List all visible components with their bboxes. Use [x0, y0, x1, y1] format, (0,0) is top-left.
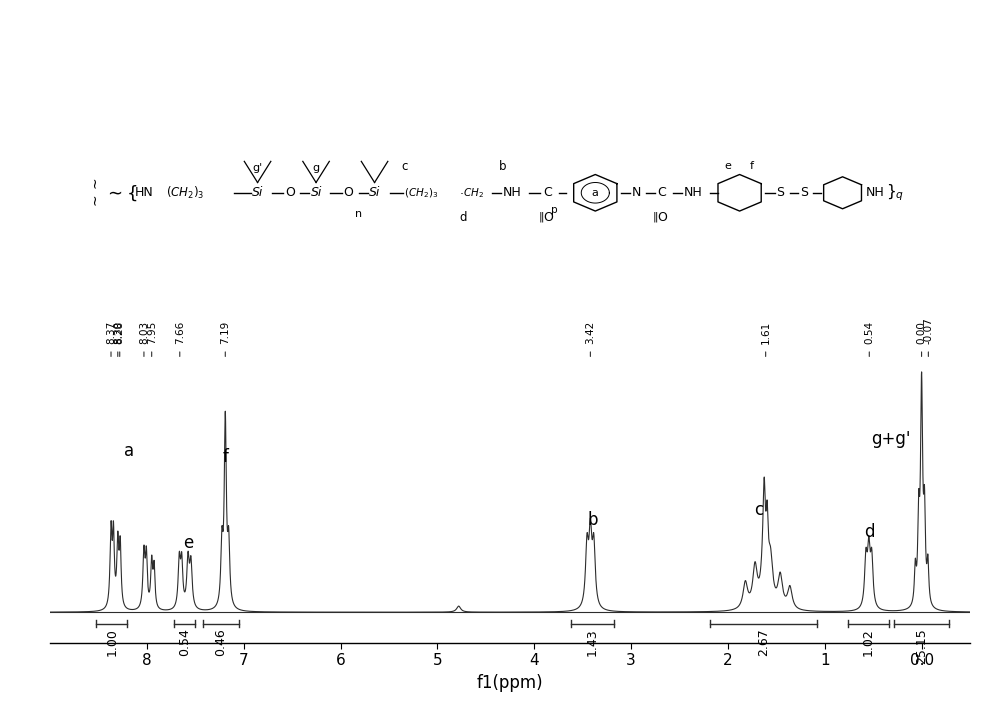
- Text: $\sim\{$: $\sim\{$: [104, 183, 137, 203]
- Text: C: C: [657, 186, 666, 199]
- Text: p: p: [551, 206, 557, 216]
- Text: g: g: [312, 163, 320, 173]
- Text: O: O: [543, 211, 553, 224]
- Text: NH: NH: [502, 186, 521, 199]
- Text: d: d: [864, 523, 875, 541]
- Text: 8.28: 8.28: [115, 321, 125, 344]
- X-axis label: f1(ppm): f1(ppm): [477, 673, 543, 692]
- Text: O: O: [285, 186, 295, 199]
- Text: f: f: [222, 448, 228, 466]
- Text: S: S: [776, 186, 784, 199]
- Text: 8.37: 8.37: [106, 321, 116, 344]
- Text: 1.00: 1.00: [105, 628, 118, 656]
- Text: f: f: [749, 161, 753, 171]
- Text: 3.42: 3.42: [585, 321, 595, 344]
- Text: Si: Si: [369, 186, 380, 199]
- Text: 0.46: 0.46: [214, 628, 227, 656]
- Text: 7.66: 7.66: [175, 321, 185, 344]
- Text: b: b: [587, 511, 598, 529]
- Text: 0.54: 0.54: [864, 321, 874, 344]
- Text: HN: HN: [135, 186, 154, 199]
- Text: 1.43: 1.43: [586, 628, 599, 655]
- Text: ‖: ‖: [652, 211, 658, 221]
- Text: $(CH_2)_3$: $(CH_2)_3$: [166, 185, 205, 201]
- Text: a: a: [124, 443, 134, 461]
- Text: 7.19: 7.19: [220, 321, 230, 344]
- Text: $\}_q$: $\}_q$: [886, 183, 904, 203]
- Text: e: e: [724, 161, 731, 171]
- Text: $CH_2$: $CH_2$: [463, 186, 484, 200]
- Text: c: c: [401, 160, 407, 173]
- Text: n: n: [355, 208, 363, 218]
- Text: Si: Si: [311, 186, 322, 199]
- Text: Si: Si: [252, 186, 263, 199]
- Text: O: O: [657, 211, 667, 224]
- Text: N: N: [632, 186, 641, 199]
- Text: C: C: [543, 186, 552, 199]
- Text: NH: NH: [866, 186, 885, 199]
- Text: -0.07: -0.07: [923, 317, 933, 344]
- Text: 1.61: 1.61: [761, 321, 771, 344]
- Text: 8.30: 8.30: [113, 321, 123, 344]
- Text: d: d: [459, 211, 466, 224]
- Text: 0.00: 0.00: [917, 321, 927, 344]
- Text: S: S: [800, 186, 808, 199]
- Text: g+g': g+g': [871, 430, 910, 448]
- Text: O: O: [343, 186, 353, 199]
- Text: ‖: ‖: [538, 211, 544, 221]
- Text: 0.54: 0.54: [178, 628, 191, 656]
- Text: a: a: [592, 188, 599, 198]
- Text: 8.03: 8.03: [139, 321, 149, 344]
- Text: 2.67: 2.67: [757, 628, 770, 656]
- Text: g': g': [252, 163, 263, 173]
- Text: 25.15: 25.15: [915, 628, 928, 664]
- Text: $\sim\sim$: $\sim\sim$: [88, 177, 102, 208]
- Text: NH: NH: [683, 186, 702, 199]
- Text: $(CH_2)_3$: $(CH_2)_3$: [404, 186, 438, 200]
- Text: 1.02: 1.02: [862, 628, 875, 656]
- Text: b: b: [499, 160, 506, 173]
- Text: c: c: [754, 501, 763, 518]
- Text: e: e: [183, 533, 194, 551]
- Text: 7.95: 7.95: [147, 321, 157, 344]
